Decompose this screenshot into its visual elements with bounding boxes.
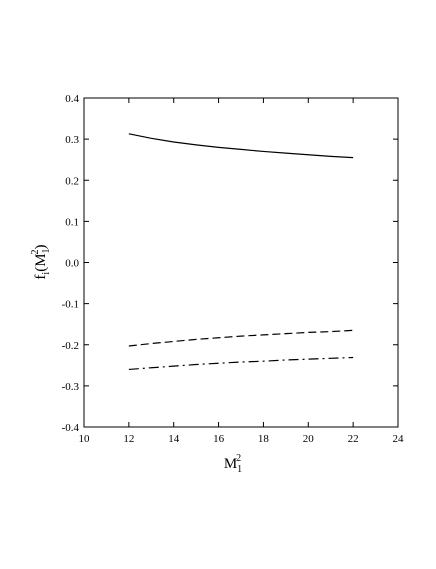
y-tick-label: -0.3 [62,381,80,393]
y-label-text: f [33,275,49,280]
x-tick-label: 12 [123,433,134,445]
x-tick-label: 10 [79,433,91,445]
x-label-sup: 2 [236,453,241,464]
y-label-inner-sup: 2 [30,249,41,254]
y-label-inner-sub: 1 [41,248,52,253]
y-label-close: ) [33,244,49,249]
y-axis-label: fi(M12) [30,244,52,279]
series-line [128,329,354,347]
y-label-open: ( [33,267,49,272]
x-tick-label: 20 [303,433,315,445]
y-tick-label: 0.2 [65,175,79,187]
x-tick-label: 14 [168,433,180,445]
x-axis-label: M12 [224,453,242,475]
x-tick-label: 18 [258,433,270,445]
y-tick-label: -0.2 [62,340,79,352]
x-tick-label: 24 [393,433,405,445]
y-tick-label: 0.1 [65,216,79,228]
y-label-sub: i [41,272,52,275]
plot-frame [83,97,399,428]
x-label-sub: 1 [237,464,242,475]
series-line [128,133,354,159]
y-tick-label: -0.4 [62,422,80,434]
y-tick-label: 0.3 [65,134,79,146]
x-tick-label: 16 [213,433,225,445]
x-tick-label: 22 [348,433,359,445]
y-tick-label: 0.4 [65,93,79,105]
y-tick-label: 0.0 [65,258,79,270]
y-label-inner: M [33,253,49,266]
y-tick-label: -0.1 [62,299,79,311]
series-line [128,356,354,371]
x-label-text: M [224,456,237,472]
